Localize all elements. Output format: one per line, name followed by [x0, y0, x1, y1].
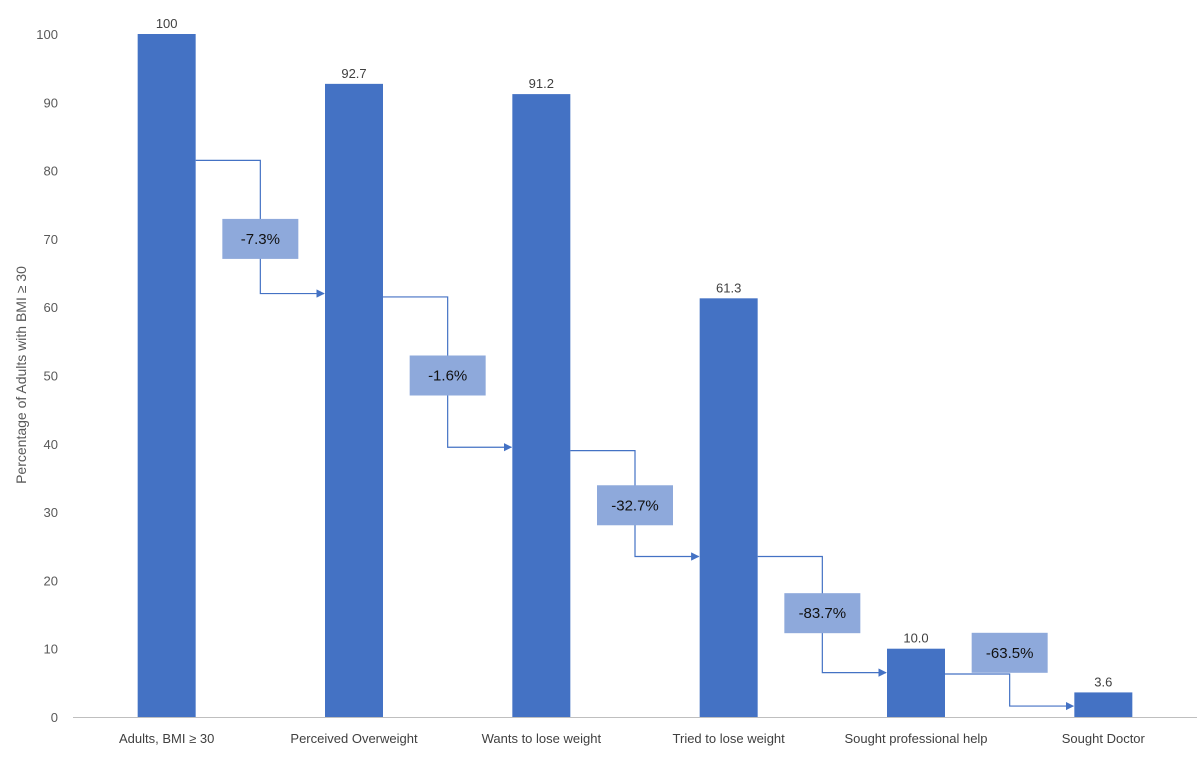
- change-box: [971, 632, 1048, 673]
- bar-value-label: 3.6: [1094, 674, 1112, 689]
- change-box: [409, 355, 486, 396]
- change-box-label: -83.7%: [799, 605, 847, 622]
- bar: [1074, 692, 1133, 717]
- y-tick-label: 40: [44, 437, 58, 452]
- change-box: [784, 593, 861, 634]
- y-tick-label: 80: [44, 164, 58, 179]
- y-tick-label: 50: [44, 369, 58, 384]
- y-tick-label: 60: [44, 300, 58, 315]
- category-labels: Adults, BMI ≥ 30 Perceived Overweight Want…: [119, 731, 1146, 746]
- y-axis-label: Percentage of Adults with BMI ≥ 30: [13, 266, 29, 484]
- bar-value-label: 100: [156, 16, 178, 31]
- bar: [887, 648, 945, 717]
- change-box-label: -1.6%: [428, 368, 467, 385]
- category-label: Adults, BMI ≥ 30: [119, 731, 214, 746]
- bar-value-label: 10.0: [903, 631, 928, 646]
- bar-value-label: 92.7: [341, 66, 366, 81]
- y-tick-label: 70: [44, 232, 58, 247]
- change-connector-arrow: [945, 673, 1075, 711]
- category-label: Perceived Overweight: [290, 731, 418, 746]
- category-label: Wants to lose weight: [482, 731, 602, 746]
- category-label: Tried to lose weight: [673, 731, 786, 746]
- change-box-label: -7.3%: [241, 231, 280, 248]
- change-box-label: -32.7%: [611, 497, 659, 514]
- y-tick-label: 0: [51, 710, 58, 725]
- change-box: [597, 485, 673, 526]
- bar: [137, 34, 196, 717]
- change-boxes: -7.3% -1.6% -32.7% -83.7% -63.5%: [222, 218, 1048, 673]
- change-box: [222, 218, 299, 259]
- y-tick-label: 20: [44, 573, 58, 588]
- bar-value-label: 61.3: [716, 280, 741, 295]
- bar-value-label: 91.2: [529, 76, 554, 91]
- value-labels: 100 92.7 91.2 61.3 10.0 3.6: [156, 16, 1113, 689]
- bar: [699, 298, 758, 717]
- category-label: Sought professional help: [844, 731, 987, 746]
- y-tick-label: 30: [44, 505, 58, 520]
- bars: [137, 34, 1133, 717]
- change-box-label: -63.5%: [986, 645, 1034, 662]
- category-label: Sought Doctor: [1062, 731, 1146, 746]
- y-tick-label: 90: [44, 95, 58, 110]
- y-axis-ticks: 0 10 20 30 40 50 60 70 80 90 100: [36, 27, 58, 725]
- bar: [325, 83, 383, 717]
- y-tick-label: 10: [44, 642, 58, 657]
- y-tick-label: 100: [36, 27, 58, 42]
- bar: [512, 94, 571, 717]
